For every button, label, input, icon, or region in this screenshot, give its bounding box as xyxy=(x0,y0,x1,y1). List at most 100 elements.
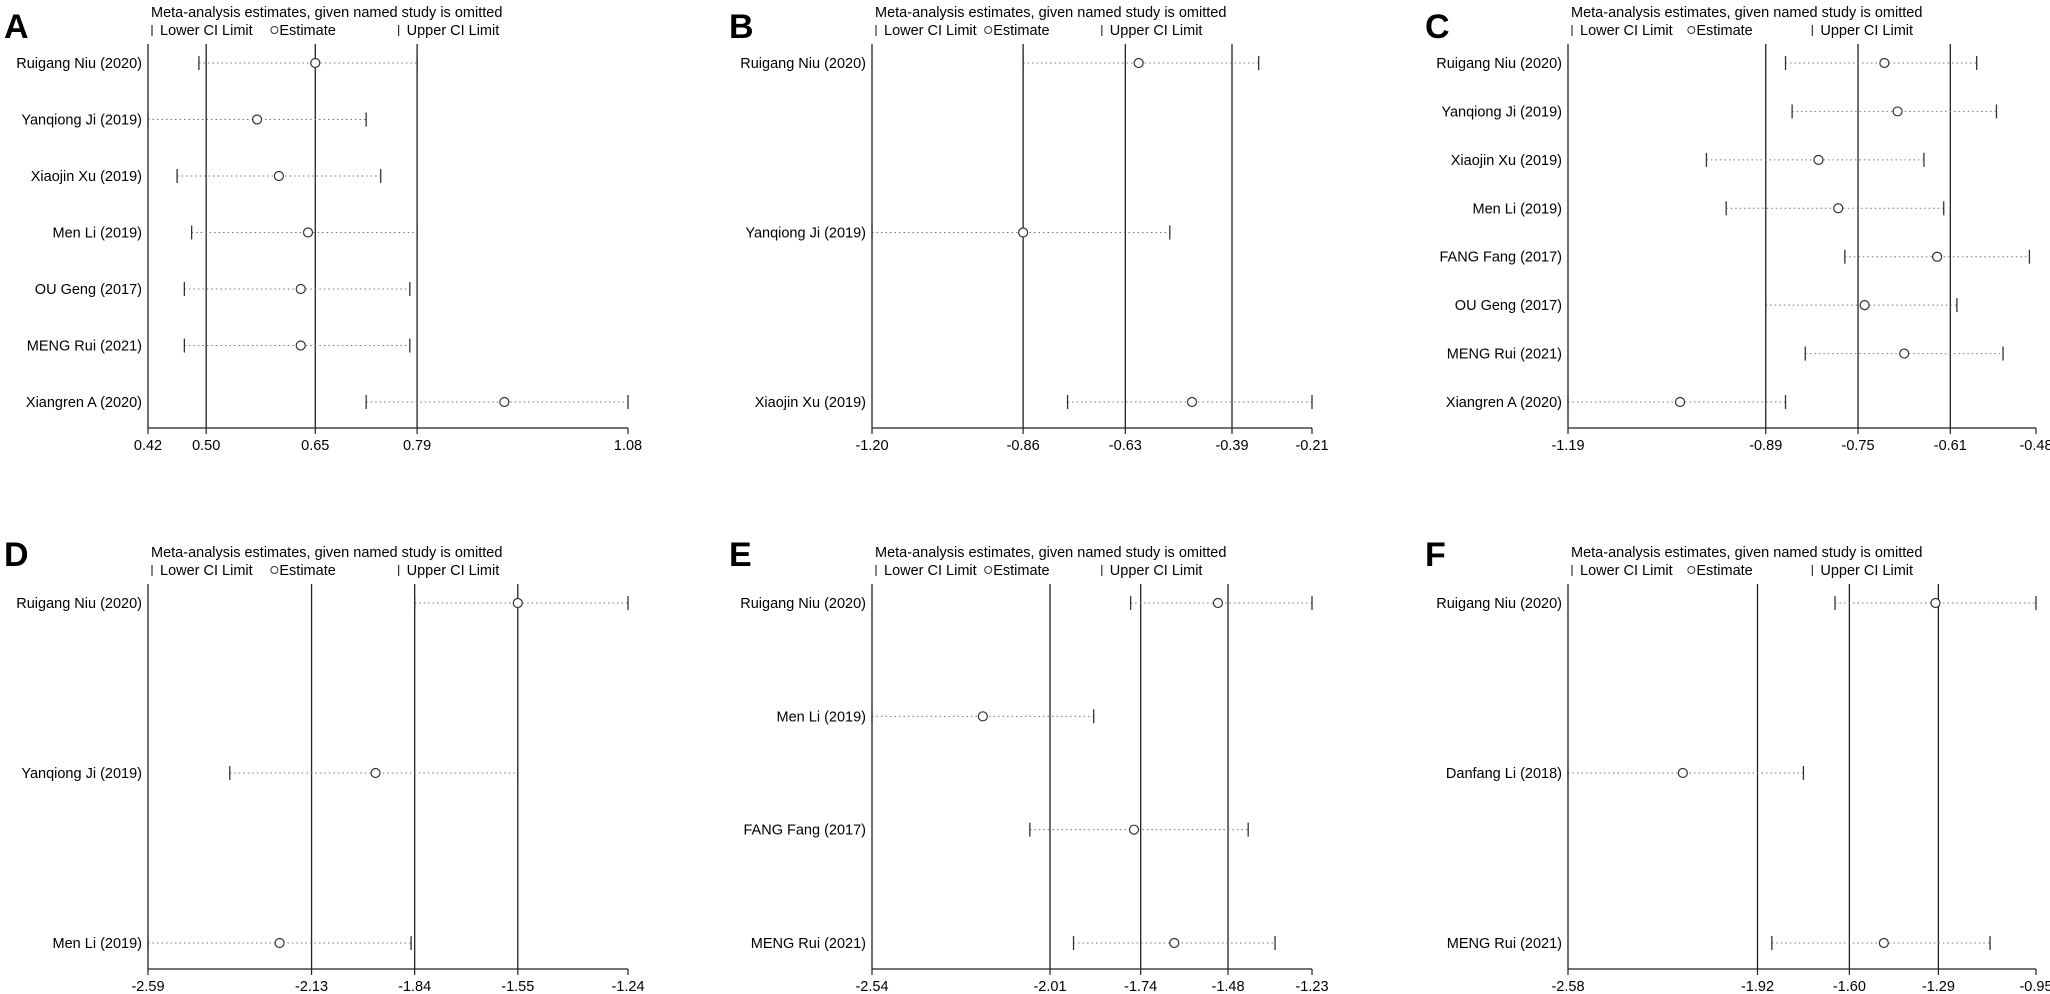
study-label: Xiangren A (2020) xyxy=(1446,395,1562,411)
estimate-point xyxy=(1833,203,1844,214)
legend-estimate-marker xyxy=(1687,566,1696,574)
x-tick-label: -2.01 xyxy=(1033,979,1066,994)
panel-f: F Meta-analysis estimates, given named st… xyxy=(1425,536,2050,994)
legend: Lower CI Limit Estimate Upper CI Limit xyxy=(1571,23,1913,39)
legend-label: Estimate xyxy=(1696,23,1752,39)
study-label: Xiaojin Xu (2019) xyxy=(31,169,142,185)
study-row: MENG Rui (2021) xyxy=(1447,346,2004,363)
x-tick-label: -1.24 xyxy=(611,979,644,994)
legend-label: Upper CI Limit xyxy=(1110,563,1203,579)
study-row: OU Geng (2017) xyxy=(35,282,411,298)
study-label: Xiaojin Xu (2019) xyxy=(1451,153,1562,169)
legend-item: Estimate xyxy=(270,23,336,39)
x-tick-label: -1.84 xyxy=(398,979,431,994)
chart-title: Meta-analysis estimates, given named stu… xyxy=(875,5,1226,21)
study-row: Xiaojin Xu (2019) xyxy=(31,169,382,185)
legend-estimate-marker xyxy=(1687,26,1696,34)
panel-letter: E xyxy=(729,536,752,574)
study-label: Yanqiong Ji (2019) xyxy=(21,113,142,129)
legend-label: Upper CI Limit xyxy=(1820,23,1913,39)
chart-title: Meta-analysis estimates, given named stu… xyxy=(151,5,502,21)
panel-letter: A xyxy=(4,8,29,46)
estimate-point xyxy=(251,114,263,125)
study-row: Yanqiong Ji (2019) xyxy=(745,225,1171,242)
study-label: FANG Fang (2017) xyxy=(1440,250,1563,266)
panel-c: C Meta-analysis estimates, given named st… xyxy=(1425,5,2050,454)
study-label: Men Li (2019) xyxy=(53,936,142,952)
estimate-point xyxy=(1677,767,1688,779)
legend-item: Lower CI Limit xyxy=(1571,563,1673,579)
legend-item: Lower CI Limit xyxy=(875,23,977,39)
panel-a: A Meta-analysis estimates, given named st… xyxy=(4,5,642,454)
study-label: MENG Rui (2021) xyxy=(27,339,142,355)
legend-label: Estimate xyxy=(279,23,335,39)
estimate-point xyxy=(1879,57,1890,69)
legend-estimate-marker xyxy=(984,26,993,34)
panel-letter: B xyxy=(729,8,754,46)
chart-title: Meta-analysis estimates, given named stu… xyxy=(1571,5,1922,21)
x-tick-label: -0.95 xyxy=(2019,979,2050,994)
estimate-point xyxy=(1169,937,1180,949)
estimate-point xyxy=(1859,300,1870,311)
legend-label: Lower CI Limit xyxy=(160,563,253,579)
study-label: Xiaojin Xu (2019) xyxy=(755,395,866,411)
x-tick-label: -1.92 xyxy=(1741,979,1774,994)
x-tick-label: -1.20 xyxy=(855,438,888,454)
legend-label: Estimate xyxy=(993,563,1049,579)
x-tick-label: -2.58 xyxy=(1551,979,1584,994)
x-tick-label: -0.75 xyxy=(1841,438,1874,454)
legend-item: Estimate xyxy=(984,563,1050,579)
study-label: Men Li (2019) xyxy=(1473,201,1562,217)
estimate-point xyxy=(370,767,381,779)
legend: Lower CI Limit Estimate Upper CI Limit xyxy=(875,563,1203,579)
legend-item: Lower CI Limit xyxy=(151,23,253,39)
legend-item: Upper CI Limit xyxy=(1811,23,1913,39)
x-tick-label: -0.39 xyxy=(1215,438,1248,454)
study-label: Ruigang Niu (2020) xyxy=(740,596,866,612)
study-row: Men Li (2019) xyxy=(53,936,412,952)
x-tick-label: -1.19 xyxy=(1551,438,1584,454)
estimate-point xyxy=(977,711,988,722)
study-label: Danfang Li (2018) xyxy=(1446,766,1562,782)
x-tick-label: -1.23 xyxy=(1295,979,1328,994)
study-row: Yanqiong Ji (2019) xyxy=(1441,104,1998,120)
estimate-point xyxy=(1932,251,1943,262)
panel-letter: C xyxy=(1425,8,1450,46)
x-tick-label: -0.63 xyxy=(1109,438,1142,454)
chart-title: Meta-analysis estimates, given named stu… xyxy=(875,545,1226,561)
study-label: Men Li (2019) xyxy=(53,226,142,242)
estimate-point xyxy=(1878,937,1889,949)
legend-item: Upper CI Limit xyxy=(1101,23,1203,39)
x-tick-label: -1.48 xyxy=(1211,979,1244,994)
study-label: Ruigang Niu (2020) xyxy=(1436,596,1562,612)
study-label: MENG Rui (2021) xyxy=(751,936,866,952)
legend-label: Upper CI Limit xyxy=(407,23,500,39)
study-row: Xiaojin Xu (2019) xyxy=(1451,152,1925,169)
legend-label: Estimate xyxy=(993,23,1049,39)
chart-title: Meta-analysis estimates, given named stu… xyxy=(151,545,502,561)
estimate-point xyxy=(512,597,523,609)
legend: Lower CI Limit Estimate Upper CI Limit xyxy=(151,23,500,39)
study-row: Men Li (2019) xyxy=(1473,201,1945,217)
legend-label: Upper CI Limit xyxy=(1110,23,1203,39)
legend-item: Upper CI Limit xyxy=(398,563,499,579)
legend-label: Lower CI Limit xyxy=(1580,563,1673,579)
study-row: FANG Fang (2017) xyxy=(744,822,1249,839)
estimate-point xyxy=(1133,57,1144,69)
legend-label: Lower CI Limit xyxy=(160,23,253,39)
x-tick-label: 1.08 xyxy=(614,438,642,454)
estimate-point xyxy=(1930,597,1941,609)
study-row: Yanqiong Ji (2019) xyxy=(21,112,367,129)
x-tick-label: -0.61 xyxy=(1934,438,1967,454)
legend: Lower CI Limit Estimate Upper CI Limit xyxy=(1571,563,1913,579)
x-tick-label: -0.48 xyxy=(2019,438,2050,454)
estimate-point xyxy=(274,937,285,949)
study-row: Ruigang Niu (2020) xyxy=(16,56,418,72)
x-tick-label: -1.29 xyxy=(1922,979,1955,994)
estimate-point xyxy=(295,283,306,295)
panel-letter: D xyxy=(4,536,29,574)
x-tick-label: -2.59 xyxy=(131,979,164,994)
study-label: Yanqiong Ji (2019) xyxy=(21,766,142,782)
study-row: Ruigang Niu (2020) xyxy=(740,56,1260,72)
study-label: Ruigang Niu (2020) xyxy=(740,56,866,72)
